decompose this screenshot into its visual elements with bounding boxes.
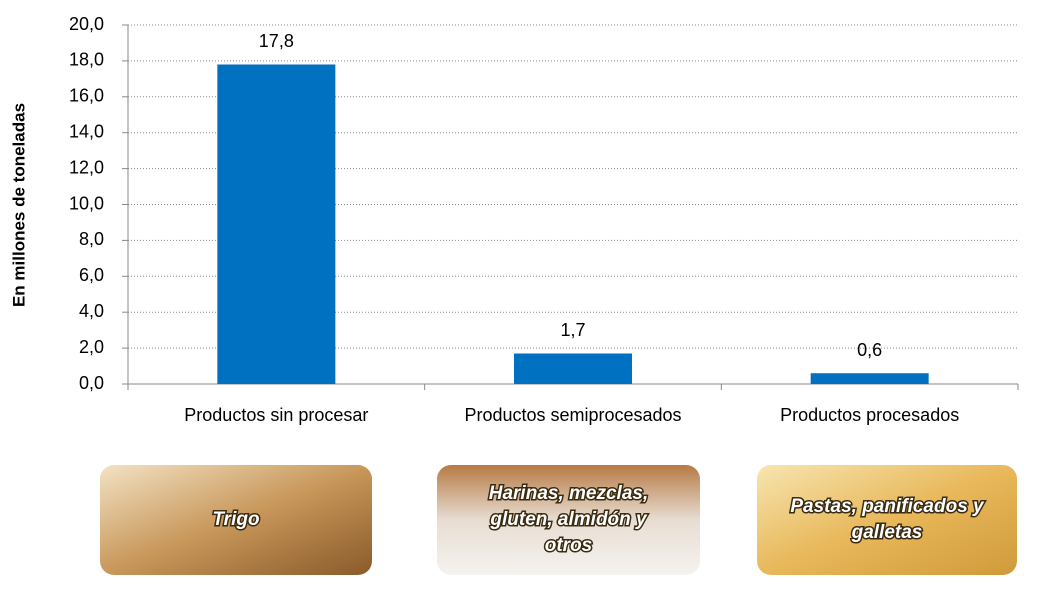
value-label: 17,8 [259,31,294,51]
y-axis-title: En millones de toneladas [9,103,28,307]
y-tick-label: 2,0 [79,337,104,357]
x-tick-label: Productos sin procesar [184,405,368,425]
y-tick-label: 20,0 [69,14,104,34]
y-tick-label: 18,0 [69,50,104,70]
y-tick-label: 8,0 [79,229,104,249]
product-image [437,465,700,575]
y-tick-label: 10,0 [69,193,104,213]
image-caption: Pastas, panificados y [790,496,985,517]
x-tick-label: Productos semiprocesados [464,405,681,425]
image-caption: otros [545,535,593,556]
y-tick-label: 16,0 [69,86,104,106]
x-tick-label: Productos procesados [780,405,959,425]
bar [514,353,632,384]
product-image [100,465,372,575]
image-caption: gluten, almidón y [489,509,648,530]
value-label: 0,6 [857,340,882,360]
y-tick-label: 12,0 [69,157,104,177]
y-tick-label: 4,0 [79,301,104,321]
bar [810,373,929,384]
bar [217,64,336,385]
product-image [757,465,1017,575]
y-tick-label: 6,0 [79,265,104,285]
image-caption: Harinas, mezclas, [489,483,648,504]
image-caption: Trigo [212,509,259,530]
image-caption: galletas [851,522,923,543]
y-tick-label: 0,0 [79,373,104,393]
y-tick-label: 14,0 [69,121,104,141]
value-label: 1,7 [560,320,585,340]
